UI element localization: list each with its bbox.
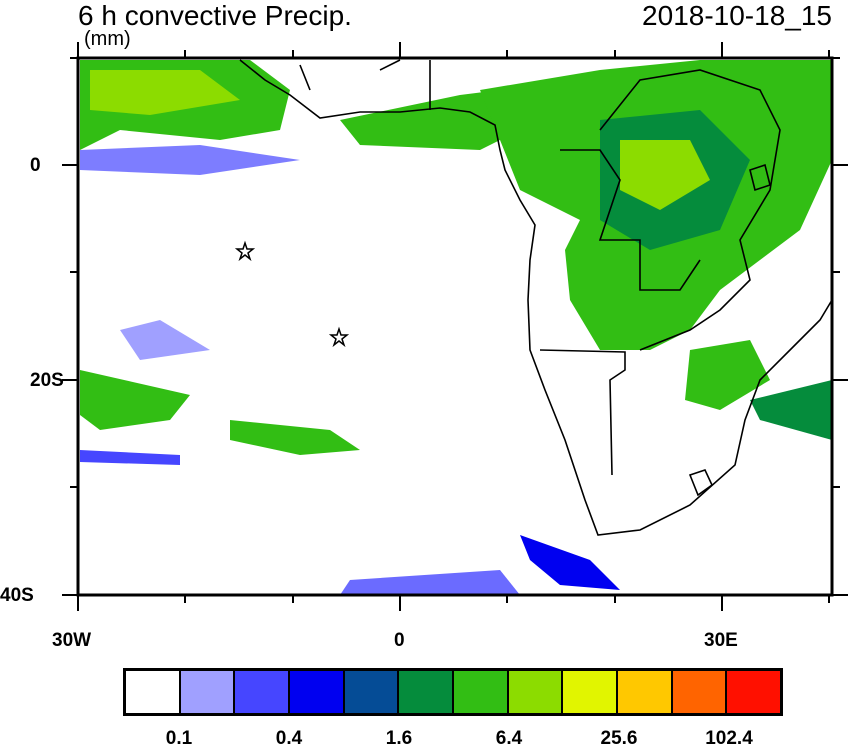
colorbar-swatch <box>180 671 236 713</box>
colorbar-swatch <box>344 671 400 713</box>
colorbar-swatch <box>672 671 728 713</box>
map <box>62 42 848 611</box>
station-markers <box>234 240 350 348</box>
colorbar-swatch <box>399 671 455 713</box>
colorbar-swatch <box>235 671 291 713</box>
precipitation-field <box>80 60 832 595</box>
colorbar-label: 0.1 <box>165 728 193 749</box>
colorbar-swatch <box>126 671 181 713</box>
colorbar <box>123 668 783 716</box>
plot-title: 6 h convective Precip. <box>78 0 352 31</box>
star-marker <box>328 326 350 348</box>
colorbar-swatch <box>618 671 673 713</box>
y-label-0: 0 <box>30 155 41 176</box>
timestamp: 2018-10-18_15 <box>642 0 832 31</box>
colorbar-label: 1.6 <box>385 728 413 749</box>
colorbar-swatch <box>290 671 345 713</box>
y-label-20s: 20S <box>30 370 64 391</box>
colorbar-label: 102.4 <box>705 728 753 749</box>
star-marker <box>234 240 256 262</box>
y-label-40s: 40S <box>0 585 34 606</box>
units-label: (mm) <box>84 28 131 50</box>
coastlines <box>239 59 833 536</box>
x-label-30w: 30W <box>52 630 92 651</box>
colorbar-swatch <box>508 671 564 713</box>
colorbar-swatch <box>563 671 619 713</box>
colorbar-label: 25.6 <box>600 728 638 749</box>
map-frame <box>76 56 834 597</box>
colorbar-swatch <box>727 671 781 713</box>
x-label-30e: 30E <box>704 630 738 651</box>
x-label-0: 0 <box>394 630 405 651</box>
axis-ticks <box>62 42 848 611</box>
colorbar-label: 6.4 <box>495 728 523 749</box>
colorbar-label: 0.4 <box>275 728 303 749</box>
colorbar-swatch <box>454 671 509 713</box>
